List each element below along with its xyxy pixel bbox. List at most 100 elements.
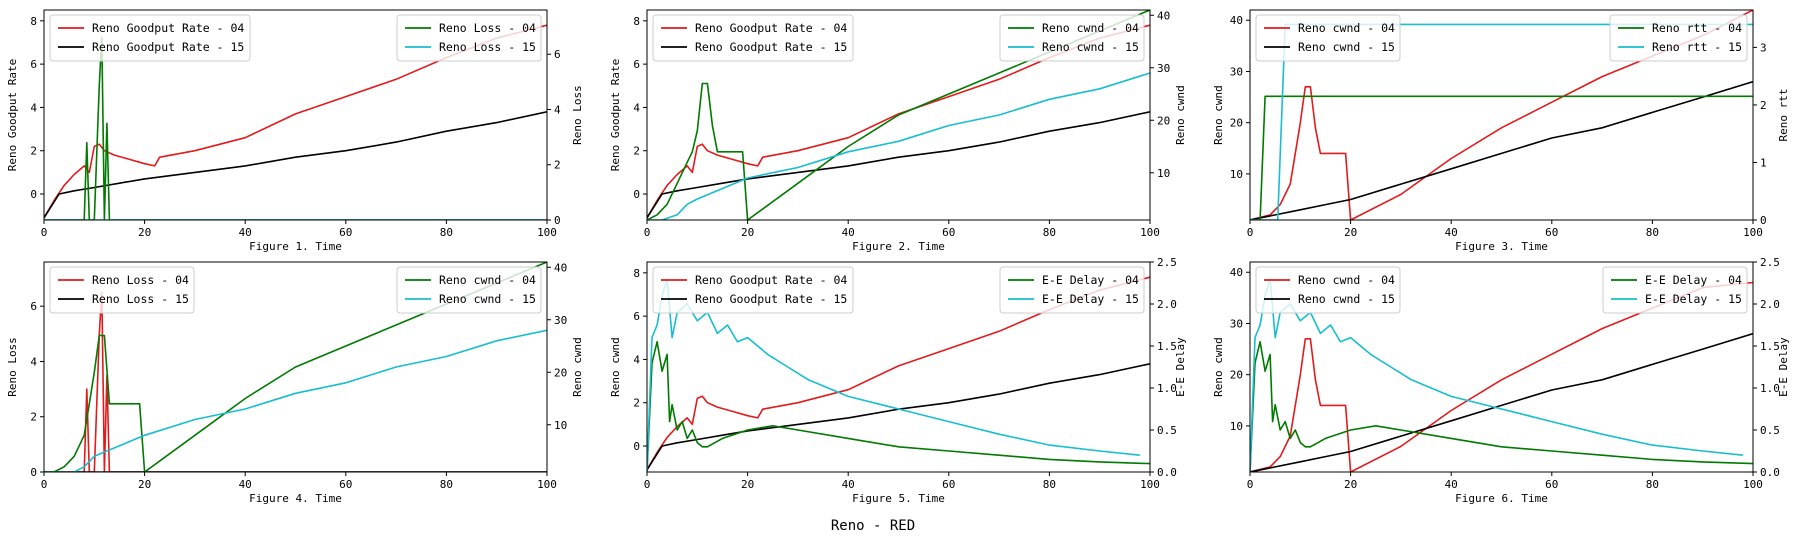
- chart-frame: [1249, 9, 1754, 221]
- legend-box: [1602, 266, 1748, 314]
- series-line-3: [44, 36, 547, 220]
- legend-box: [999, 266, 1145, 314]
- y-left-tick-label: 4: [30, 101, 37, 114]
- series-line-2: [647, 363, 1150, 471]
- chart-plot-area: [1250, 10, 1753, 220]
- y-left-tick-label: 6: [30, 58, 37, 71]
- y-left-tick-label: 0: [633, 188, 640, 201]
- x-tick-label: 40: [1445, 478, 1458, 491]
- chart-plot-area: [647, 10, 1150, 220]
- x-tick-label: 100: [537, 478, 557, 491]
- legend-box: [999, 14, 1145, 62]
- y-left-tick-label: 0: [30, 188, 37, 201]
- legend-label: Reno Loss - 04: [439, 21, 536, 35]
- x-axis-label: Figure 2. Time: [852, 240, 945, 253]
- x-tick-label: 100: [537, 226, 557, 239]
- y-left-tick-label: 2: [633, 145, 640, 158]
- x-tick-label: 40: [1445, 226, 1458, 239]
- legend-label: Reno rtt - 15: [1652, 40, 1742, 54]
- y-right-axis-label: E-E Delay: [1777, 337, 1790, 397]
- x-tick-label: 20: [1344, 226, 1357, 239]
- legend-label: E-E Delay - 15: [1042, 292, 1139, 306]
- x-tick-label: 0: [644, 226, 651, 239]
- legend-label: Reno Loss - 04: [92, 273, 189, 287]
- x-tick-label: 0: [1247, 478, 1254, 491]
- y-left-tick-label: 20: [1230, 369, 1243, 382]
- legend-right: Reno Loss - 04 Reno Loss - 15: [396, 14, 542, 62]
- y-left-axis-label: Reno Loss: [6, 337, 19, 397]
- y-right-tick-label: 0: [554, 214, 561, 227]
- legend-label: Reno cwnd - 04: [1298, 273, 1395, 287]
- y-left-tick-label: 0: [30, 466, 37, 479]
- series-line-1: [44, 291, 547, 472]
- legend-label: Reno Goodput Rate - 04: [695, 273, 847, 287]
- x-tick-label: 80: [1646, 226, 1659, 239]
- series-line-3: [647, 340, 1150, 472]
- series-line-2: [1250, 80, 1753, 220]
- x-tick-label: 0: [41, 226, 48, 239]
- x-tick-label: 40: [239, 226, 252, 239]
- legend-label: E-E Delay - 04: [1645, 273, 1742, 287]
- legend-box: [396, 266, 542, 314]
- y-left-tick-label: 2: [30, 411, 37, 424]
- series-line-1: [647, 24, 1150, 219]
- legend-box: [1255, 266, 1401, 314]
- x-axis-label: Figure 1. Time: [249, 240, 342, 253]
- y-right-tick-label: 10: [554, 419, 567, 432]
- chart-frame: [1249, 261, 1754, 473]
- chart-panel-5: 0 20 40 60 80 100 0 2 4 6 8 0.0 0.5 1.0 1.5 2.0 2.5 Figur…: [609, 256, 1187, 505]
- series-line-1: [44, 24, 547, 219]
- legend-label: Reno cwnd - 15: [1042, 40, 1139, 54]
- x-tick-label: 60: [1545, 478, 1558, 491]
- legend-label: Reno Goodput Rate - 04: [695, 21, 847, 35]
- legend-label: E-E Delay - 04: [1042, 273, 1139, 287]
- legend-right: E-E Delay - 04 E-E Delay - 15: [1602, 266, 1748, 314]
- x-tick-label: 100: [1140, 226, 1160, 239]
- x-tick-label: 60: [942, 226, 955, 239]
- y-right-tick-label: 3: [1760, 41, 1767, 54]
- y-right-tick-label: 2.0: [1760, 298, 1780, 311]
- legend-label: Reno Goodput Rate - 15: [695, 40, 847, 54]
- chart-frame: [43, 9, 548, 221]
- y-left-tick-label: 0: [633, 440, 640, 453]
- y-right-tick-label: 2.5: [1157, 256, 1177, 269]
- x-tick-label: 80: [440, 226, 453, 239]
- y-left-tick-label: 4: [30, 355, 37, 368]
- y-left-tick-label: 4: [633, 101, 640, 114]
- y-right-tick-label: 2: [1760, 99, 1767, 112]
- y-left-tick-label: 10: [1230, 168, 1243, 181]
- y-left-tick-label: 8: [633, 267, 640, 280]
- chart-plot-area: [44, 24, 547, 220]
- y-right-tick-label: 2.0: [1157, 298, 1177, 311]
- legend-right: Reno cwnd - 04 Reno cwnd - 15: [999, 14, 1145, 62]
- series-line-3: [1250, 340, 1753, 472]
- y-left-tick-label: 6: [30, 300, 37, 313]
- legend-box: [396, 14, 542, 62]
- series-line-3: [44, 262, 547, 472]
- y-left-tick-label: 2: [633, 397, 640, 410]
- legend-label: Reno cwnd - 04: [1042, 21, 1139, 35]
- x-tick-label: 0: [41, 478, 48, 491]
- chart-panel-6: 0 20 40 60 80 100 10 20 30 40 0.0 0.5 1.0 1.5 2.0 2.5 Fi…: [1212, 256, 1790, 505]
- x-axis-label: Figure 5. Time: [852, 492, 945, 505]
- x-tick-label: 20: [741, 226, 754, 239]
- y-right-tick-label: 10: [1157, 167, 1170, 180]
- x-tick-label: 20: [1344, 478, 1357, 491]
- y-right-tick-label: 1: [1760, 156, 1767, 169]
- series-line-4: [647, 72, 1150, 220]
- series-line-1: [1250, 10, 1753, 220]
- y-left-tick-label: 2: [30, 145, 37, 158]
- legend-label: Reno cwnd - 04: [439, 273, 536, 287]
- y-left-tick-label: 30: [1230, 65, 1243, 78]
- x-tick-label: 60: [339, 226, 352, 239]
- y-left-tick-label: 8: [30, 15, 37, 28]
- legend-right: E-E Delay - 04 E-E Delay - 15: [999, 266, 1145, 314]
- y-left-tick-label: 6: [633, 58, 640, 71]
- y-right-tick-label: 0: [1760, 214, 1767, 227]
- series-line-2: [647, 111, 1150, 219]
- y-right-tick-label: 1.5: [1760, 340, 1780, 353]
- series-line-2: [44, 111, 547, 219]
- legend-left: Reno cwnd - 04 Reno cwnd - 15: [1255, 14, 1401, 62]
